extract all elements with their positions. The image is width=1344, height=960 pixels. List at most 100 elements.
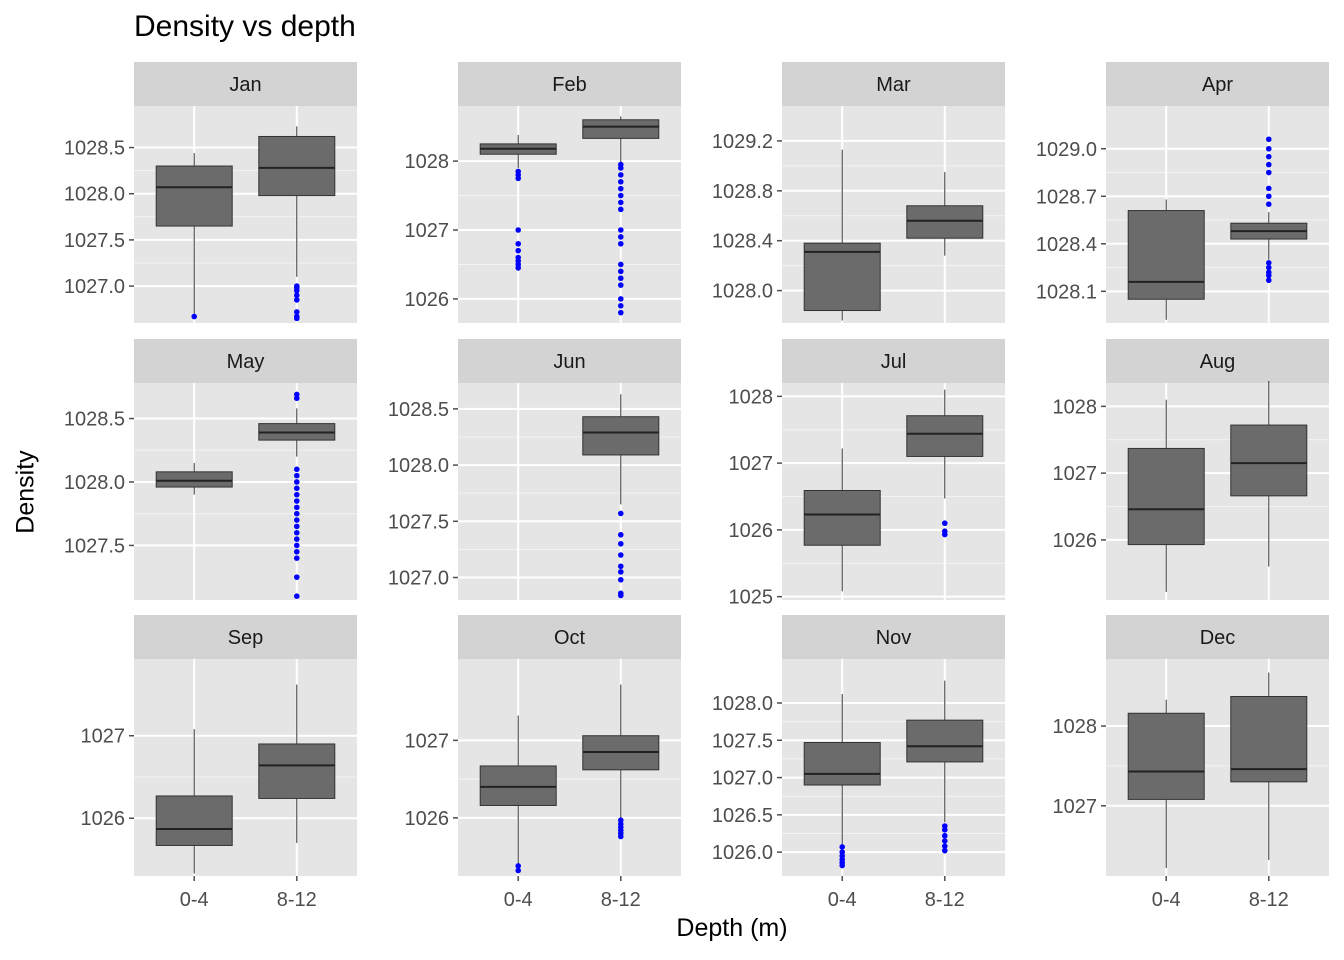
- y-tick-label: 1029.2: [712, 131, 773, 153]
- outlier-point: [941, 826, 948, 833]
- y-tick-label: 1027.0: [712, 768, 773, 790]
- facet-strip-label: Jan: [229, 74, 261, 96]
- outlier-point: [515, 867, 522, 874]
- y-tick-label: 1027: [405, 220, 450, 242]
- outlier-point: [617, 296, 624, 302]
- box-8-12: [906, 389, 984, 538]
- y-tick-label: 1027.5: [64, 230, 125, 252]
- x-axis-label: Depth (m): [676, 914, 788, 942]
- y-tick-label: 1027: [1053, 796, 1098, 818]
- iqr-box: [258, 135, 336, 197]
- outlier-point: [1265, 169, 1272, 176]
- iqr-box: [155, 165, 233, 227]
- panel-background: [134, 383, 357, 600]
- y-tick-label: 1027.0: [64, 276, 125, 298]
- outlier-point: [617, 540, 624, 547]
- facet-panel-nov: Nov 1026.0 1026.5 1027.0 1027.5 1028.0 0-4 8-12: [712, 615, 1005, 911]
- facet-panel-jan: Jan 1027.0 1027.5 1028.0 1028.5: [64, 62, 357, 323]
- y-tick-label: 1026.5: [712, 805, 773, 827]
- box-8-12: [906, 680, 984, 854]
- outlier-point: [293, 529, 300, 536]
- facet-strip-label: Oct: [554, 627, 586, 649]
- outlier-point: [293, 466, 300, 473]
- y-tick-label: 1025: [729, 587, 774, 609]
- outlier-point: [941, 847, 948, 854]
- y-tick-label: 1028: [1053, 716, 1098, 738]
- x-tick-label: 0-4: [1152, 889, 1181, 911]
- box-8-12: [1230, 380, 1308, 567]
- y-tick-label: 1027: [1053, 463, 1098, 485]
- outlier-point: [941, 843, 948, 849]
- x-tick-label: 0-4: [828, 889, 857, 911]
- y-tick-label: 1028.0: [388, 455, 449, 477]
- outlier-point: [293, 548, 300, 555]
- y-tick-label: 1028: [729, 386, 774, 408]
- x-tick-label: 8-12: [601, 889, 641, 911]
- y-tick-label: 1026: [1053, 530, 1098, 552]
- y-tick-label: 1026.0: [712, 842, 773, 864]
- facet-strip: [1106, 615, 1329, 659]
- outlier-point: [617, 302, 624, 309]
- box-0-4: [803, 149, 881, 321]
- iqr-box: [258, 743, 336, 799]
- facet-strip: [1106, 339, 1329, 383]
- facet-panel-oct: Oct 1026 1027 0-4 8-12: [405, 615, 681, 911]
- outlier-point: [293, 574, 300, 580]
- box-0-4: [1127, 699, 1205, 869]
- outlier-point: [617, 275, 624, 282]
- facet-strip-label: Mar: [876, 74, 911, 96]
- outlier-point: [617, 240, 624, 247]
- facet-strip: [458, 615, 681, 659]
- outlier-point: [617, 172, 624, 178]
- y-tick-label: 1028.5: [388, 399, 449, 421]
- outlier-point: [839, 844, 846, 850]
- outlier-point: [617, 309, 624, 316]
- iqr-box: [582, 119, 660, 139]
- outlier-point: [293, 395, 300, 402]
- facet-strip: [134, 339, 357, 383]
- outlier-point: [1265, 277, 1272, 284]
- y-tick-label: 1027: [81, 726, 126, 748]
- box-8-12: [582, 394, 660, 599]
- outlier-point: [293, 593, 300, 599]
- outlier-point: [617, 563, 624, 570]
- y-tick-label: 1028.4: [712, 231, 773, 253]
- outlier-point: [515, 227, 522, 233]
- outlier-point: [1265, 161, 1272, 168]
- outlier-point: [617, 282, 624, 288]
- y-tick-label: 1027.5: [388, 511, 449, 533]
- outlier-point: [515, 240, 522, 247]
- outlier-point: [617, 165, 624, 171]
- outlier-point: [293, 472, 300, 479]
- outlier-point: [1265, 272, 1272, 279]
- iqr-box: [1127, 447, 1205, 546]
- outlier-point: [617, 199, 624, 206]
- outlier-point: [293, 292, 300, 299]
- outlier-point: [617, 178, 624, 185]
- outlier-point: [941, 832, 948, 839]
- outlier-point: [293, 504, 300, 511]
- outlier-point: [293, 491, 300, 498]
- y-tick-label: 1028.5: [64, 409, 125, 431]
- facet-strip: [782, 62, 1005, 106]
- y-tick-label: 1028.1: [1036, 281, 1097, 303]
- outlier-point: [1265, 201, 1272, 208]
- iqr-box: [582, 416, 660, 456]
- y-tick-label: 1029.0: [1036, 139, 1097, 161]
- box-8-12: [1230, 136, 1308, 284]
- box-0-4: [1127, 399, 1205, 592]
- outlier-point: [617, 234, 624, 240]
- outlier-point: [1265, 136, 1272, 143]
- iqr-box: [906, 719, 984, 763]
- y-tick-label: 1026: [81, 808, 126, 830]
- box-8-12: [906, 172, 984, 256]
- y-tick-label: 1028.0: [712, 281, 773, 303]
- outlier-point: [617, 227, 624, 233]
- facet-strip: [458, 62, 681, 106]
- outlier-point: [617, 592, 624, 599]
- box-0-4: [479, 715, 557, 874]
- x-tick-label: 8-12: [925, 889, 965, 911]
- outlier-point: [293, 536, 300, 542]
- y-tick-label: 1027.5: [712, 730, 773, 752]
